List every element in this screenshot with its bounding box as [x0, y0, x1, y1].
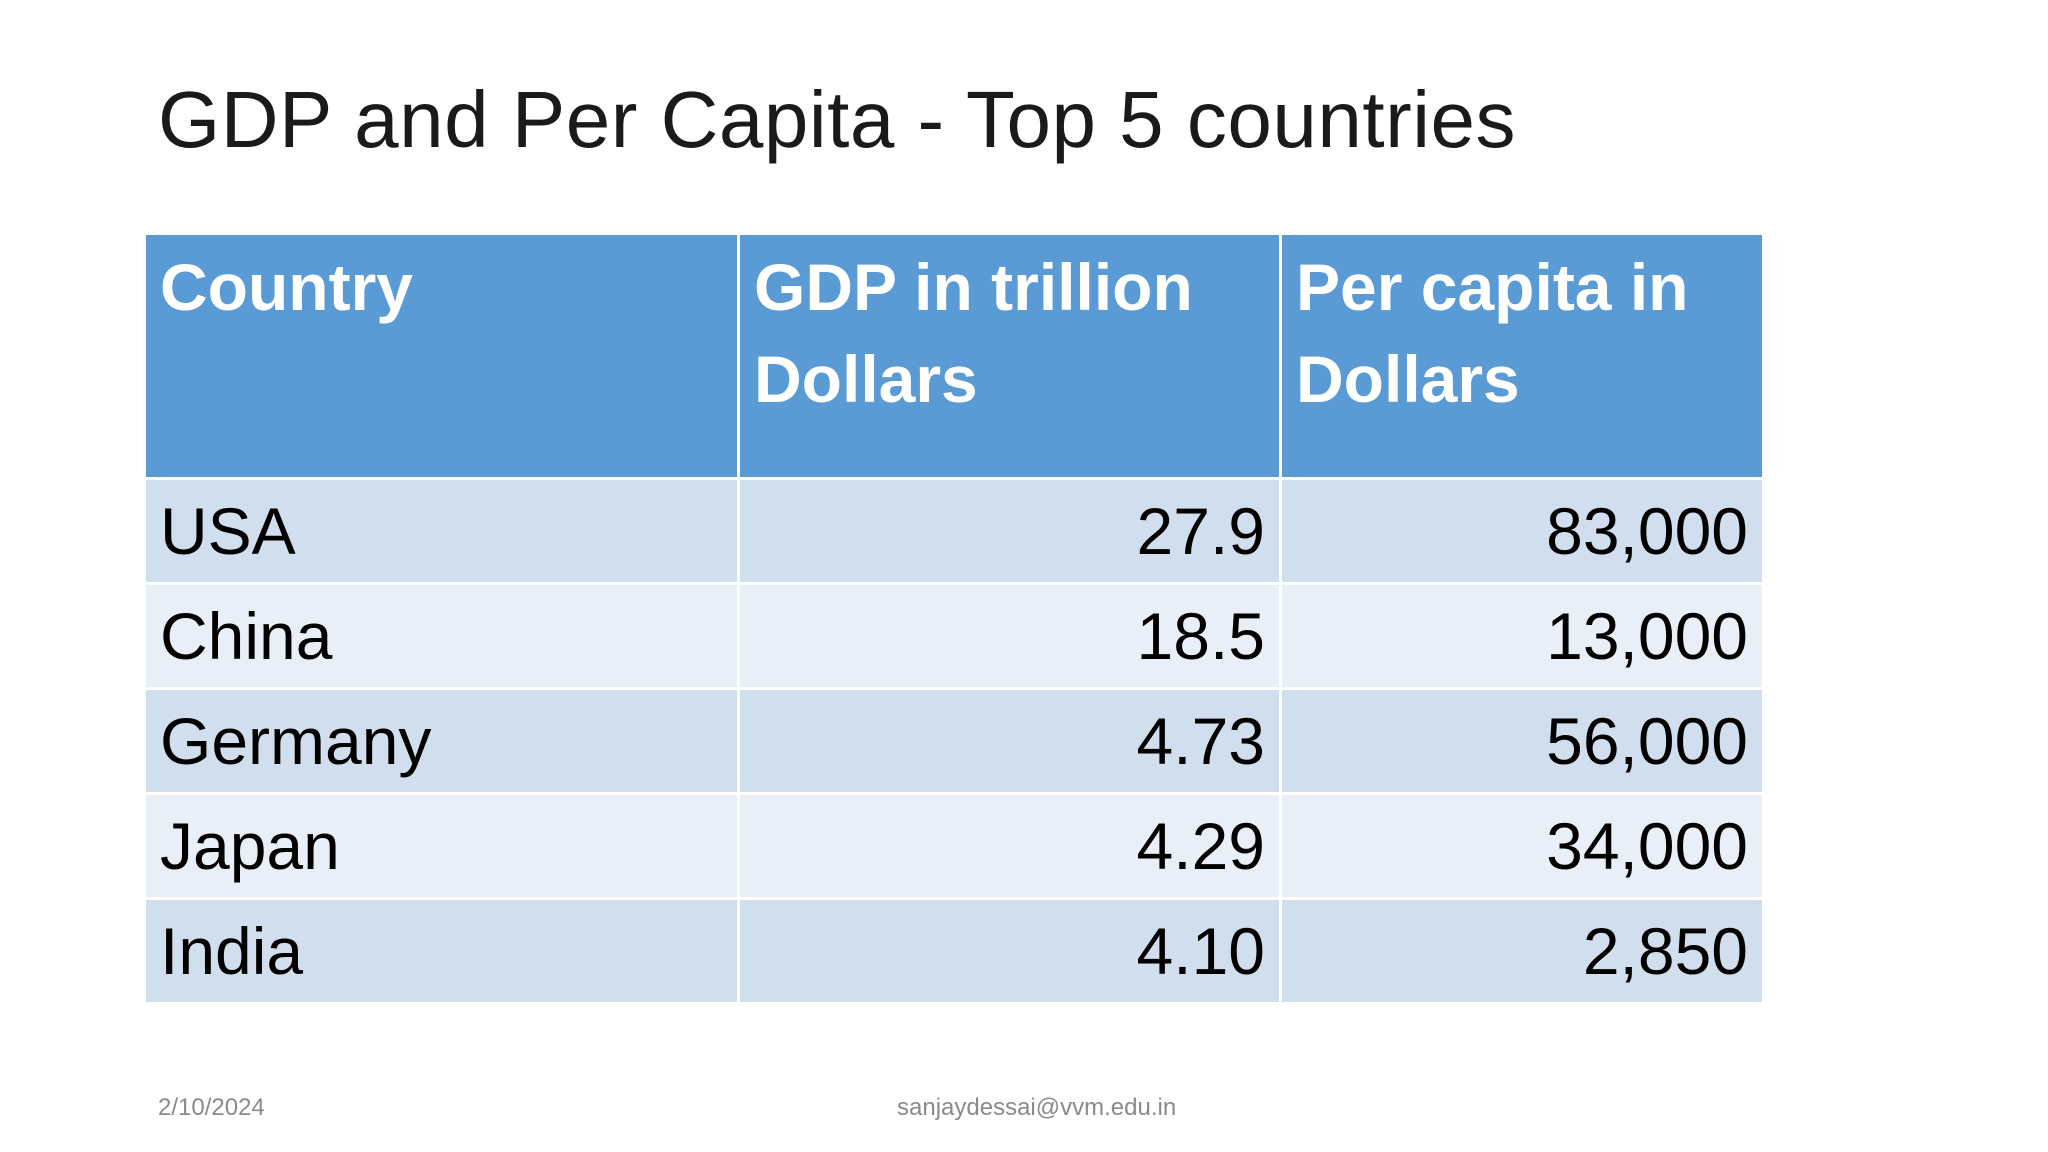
per-capita-cell: 2,850 — [1279, 897, 1765, 1005]
header-country: Country — [143, 232, 740, 480]
country-cell: China — [143, 582, 740, 690]
table-row: Japan 4.29 34,000 — [143, 792, 1765, 900]
country-cell: Germany — [143, 687, 740, 795]
country-cell: Japan — [143, 792, 740, 900]
gdp-cell: 4.10 — [737, 897, 1282, 1005]
table-header-row: Country GDP in trillion Dollars Per capi… — [143, 232, 1765, 480]
table-row: Germany 4.73 56,000 — [143, 687, 1765, 795]
slide-title: GDP and Per Capita - Top 5 countries — [158, 75, 1516, 164]
table-row: China 18.5 13,000 — [143, 582, 1765, 690]
per-capita-cell: 34,000 — [1279, 792, 1765, 900]
gdp-cell: 27.9 — [737, 477, 1282, 585]
header-per-capita: Per capita in Dollars — [1279, 232, 1765, 480]
per-capita-cell: 83,000 — [1279, 477, 1765, 585]
gdp-cell: 4.29 — [737, 792, 1282, 900]
gdp-table: Country GDP in trillion Dollars Per capi… — [143, 232, 1765, 1005]
country-cell: USA — [143, 477, 740, 585]
per-capita-cell: 56,000 — [1279, 687, 1765, 795]
table-row: India 4.10 2,850 — [143, 897, 1765, 1005]
table-row: USA 27.9 83,000 — [143, 477, 1765, 585]
footer-email: sanjaydessai@vvm.edu.in — [897, 1094, 1177, 1121]
per-capita-cell: 13,000 — [1279, 582, 1765, 690]
footer-date: 2/10/2024 — [158, 1094, 265, 1121]
gdp-cell: 18.5 — [737, 582, 1282, 690]
country-cell: India — [143, 897, 740, 1005]
gdp-cell: 4.73 — [737, 687, 1282, 795]
header-gdp: GDP in trillion Dollars — [737, 232, 1282, 480]
